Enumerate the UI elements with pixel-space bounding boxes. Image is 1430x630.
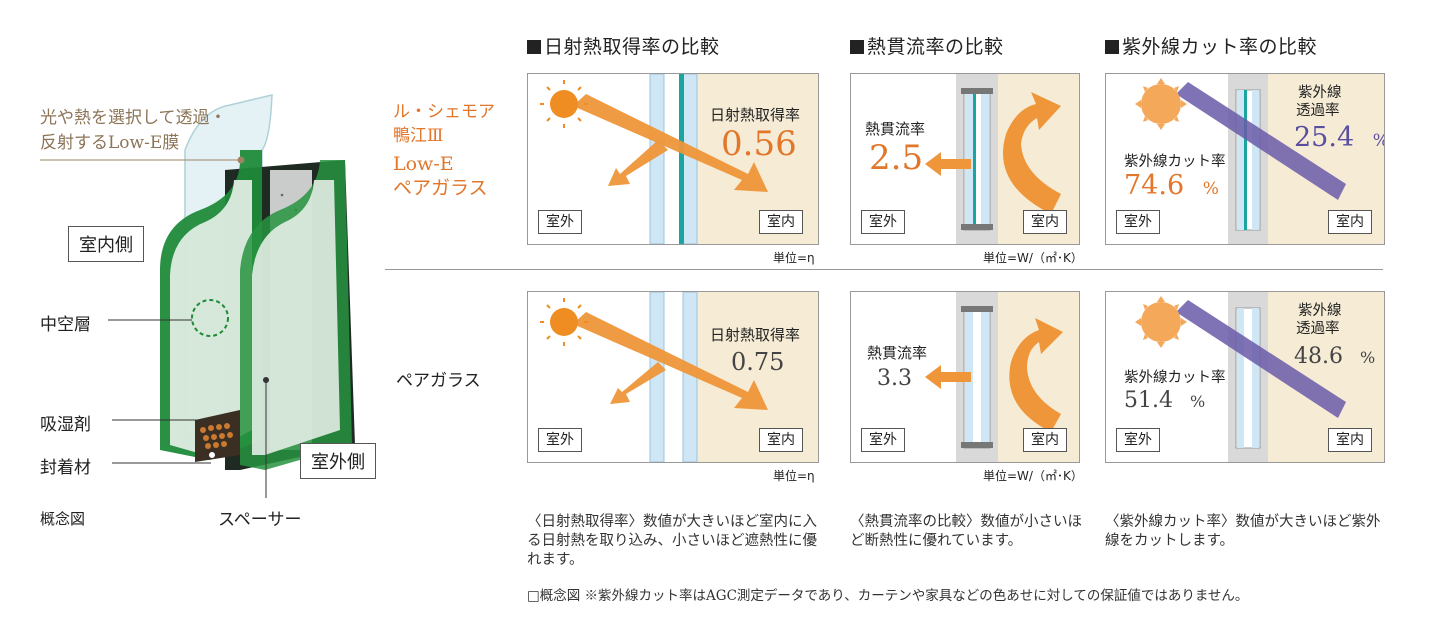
- glass-unit-illustration: [40, 94, 355, 498]
- panel-thermal-pair: 熱貫流率 3.3 室外 室内: [850, 291, 1080, 463]
- note-thermal: 〈熱貫流率の比較〉数値が小さいほど断熱性に優れています。: [850, 514, 1082, 549]
- indoor-tag: 室内: [759, 428, 803, 452]
- unit-thermal-pair: 単位=W/（㎡･K）: [983, 469, 1083, 483]
- header-solar: 日射熱取得率の比較: [527, 32, 720, 59]
- thermal-label-lowe: 熱貫流率: [865, 120, 926, 138]
- outdoor-tag: 室外: [538, 210, 582, 234]
- indoor-tag: 室内: [1023, 210, 1067, 234]
- unit-solar-pair: 単位=η: [773, 469, 815, 483]
- hollow-layer-label: 中空層: [40, 315, 91, 335]
- solar-value-lowe: 0.56: [721, 124, 797, 164]
- uv-cut-label-lowe: 紫外線カット率: [1124, 154, 1226, 170]
- uv-cut-value-pair: 51.4 %: [1124, 388, 1206, 413]
- panel-uv-lowe: 紫外線 透過率 25.4 % 紫外線カット率 74.6 % 室外 室内: [1105, 73, 1385, 245]
- unit-solar-lowe: 単位=η: [773, 251, 815, 265]
- uv-cut-value-lowe: 74.6 %: [1124, 170, 1219, 201]
- indoor-tag: 室内: [1328, 428, 1372, 452]
- thermal-value-pair: 3.3: [877, 366, 912, 391]
- panel-uv-pair: 紫外線 透過率 48.6 % 紫外線カット率 51.4 % 室外 室内: [1105, 291, 1385, 463]
- indoor-tag: 室内: [759, 210, 803, 234]
- outdoor-tag: 室外: [538, 428, 582, 452]
- panel-solar-pair: 日射熱取得率 0.75 室外 室内: [527, 291, 819, 463]
- panel-thermal-lowe: 熱貫流率 2.5 室外 室内: [850, 73, 1080, 245]
- indoor-tag: 室内: [1023, 428, 1067, 452]
- footer-note: □概念図 ※紫外線カット率はAGC測定データであり、カーテンや家具などの色あせに…: [527, 588, 1249, 604]
- uv-trans-value-lowe: 25.4 %: [1294, 122, 1384, 153]
- header-uv: 紫外線カット率の比較: [1105, 32, 1317, 59]
- thermal-label-pair: 熱貫流率: [867, 344, 928, 362]
- unit-thermal-lowe: 単位=W/（㎡･K）: [983, 251, 1083, 265]
- outdoor-tag: 室外: [861, 428, 905, 452]
- concept-label: 概念図: [40, 510, 86, 528]
- outdoor-side-label: 室外側: [300, 443, 376, 479]
- row-label-pair: ペアガラス: [396, 371, 481, 391]
- panel-solar-lowe: 日射熱取得率 0.56 室外 室内: [527, 73, 819, 245]
- thermal-value-lowe: 2.5: [869, 138, 924, 178]
- row-label-lowe: ル・シェモア 鴨江Ⅲ Low-E ペアガラス: [393, 102, 495, 199]
- desiccant-label: 吸湿剤: [40, 415, 91, 435]
- uv-pair-graphic: [1106, 292, 1384, 462]
- spacer-label: スペーサー: [218, 510, 302, 530]
- note-solar: 〈日射熱取得率〉数値が大きいほど室内に入る日射熱を取り込み、小さいほど遮熱性に優…: [527, 514, 817, 568]
- thermal-lowe-graphic: [925, 74, 1079, 244]
- indoor-side-label: 室内側: [68, 226, 144, 262]
- outdoor-tag: 室外: [1116, 210, 1160, 234]
- header-thermal: 熱貫流率の比較: [850, 32, 1004, 59]
- solar-value-pair: 0.75: [731, 348, 785, 376]
- uv-trans-label-pair: 紫外線 透過率: [1296, 303, 1342, 337]
- note-uv: 〈紫外線カット率〉数値が大きいほど紫外線をカットします。: [1105, 514, 1381, 549]
- uv-cut-label-pair: 紫外線カット率: [1124, 370, 1226, 386]
- outdoor-tag: 室外: [1116, 428, 1160, 452]
- solar-label-lowe: 日射熱取得率: [710, 106, 801, 124]
- indoor-tag: 室内: [1328, 210, 1372, 234]
- lowe-film-caption: 光や熱を選択して透過・ 反射するLow-E膜: [40, 108, 227, 153]
- outdoor-tag: 室外: [861, 210, 905, 234]
- uv-trans-value-pair: 48.6 %: [1294, 344, 1376, 369]
- solar-label-pair: 日射熱取得率: [710, 326, 801, 344]
- row-divider: [385, 269, 1383, 270]
- uv-trans-label-lowe: 紫外線 透過率: [1296, 85, 1342, 119]
- sealant-label: 封着材: [40, 458, 91, 478]
